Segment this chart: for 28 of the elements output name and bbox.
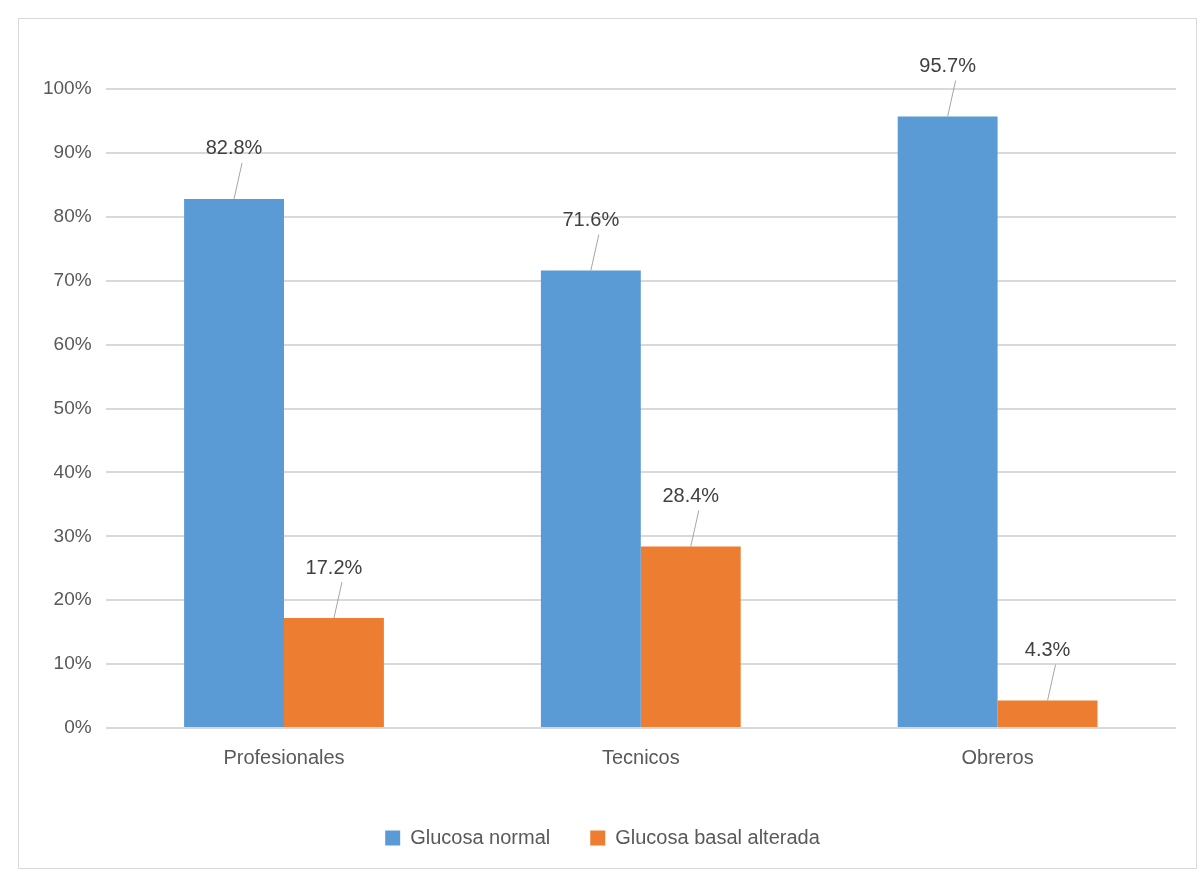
y-tick-label: 90% bbox=[53, 141, 92, 163]
y-tick-label: 10% bbox=[53, 652, 92, 674]
data-label: 95.7% bbox=[919, 53, 977, 76]
y-tick-label: 20% bbox=[53, 588, 92, 610]
data-label: 28.4% bbox=[662, 484, 720, 507]
legend-label: Glucosa basal alterada bbox=[615, 825, 821, 848]
bar bbox=[284, 618, 384, 727]
y-tick-label: 30% bbox=[53, 524, 92, 546]
data-label: 71.6% bbox=[562, 207, 620, 230]
y-tick-label: 100% bbox=[42, 77, 92, 99]
legend-label: Glucosa normal bbox=[410, 825, 551, 848]
y-tick-label: 0% bbox=[64, 716, 92, 738]
data-label: 82.8% bbox=[205, 136, 263, 159]
x-tick-label: Tecnicos bbox=[601, 745, 680, 768]
bar bbox=[997, 700, 1098, 727]
bar bbox=[640, 546, 741, 727]
x-tick-label: Obreros bbox=[961, 745, 1034, 768]
x-tick-label: Profesionales bbox=[223, 745, 345, 768]
y-tick-label: 60% bbox=[53, 332, 92, 354]
bar bbox=[897, 116, 998, 727]
bar bbox=[184, 198, 284, 727]
data-label: 4.3% bbox=[1024, 638, 1071, 661]
y-tick-label: 40% bbox=[53, 460, 92, 482]
bar bbox=[540, 270, 641, 727]
y-tick-label: 50% bbox=[53, 396, 92, 418]
y-tick-label: 80% bbox=[53, 205, 92, 227]
data-label: 17.2% bbox=[305, 555, 363, 578]
y-tick-label: 70% bbox=[53, 268, 92, 290]
